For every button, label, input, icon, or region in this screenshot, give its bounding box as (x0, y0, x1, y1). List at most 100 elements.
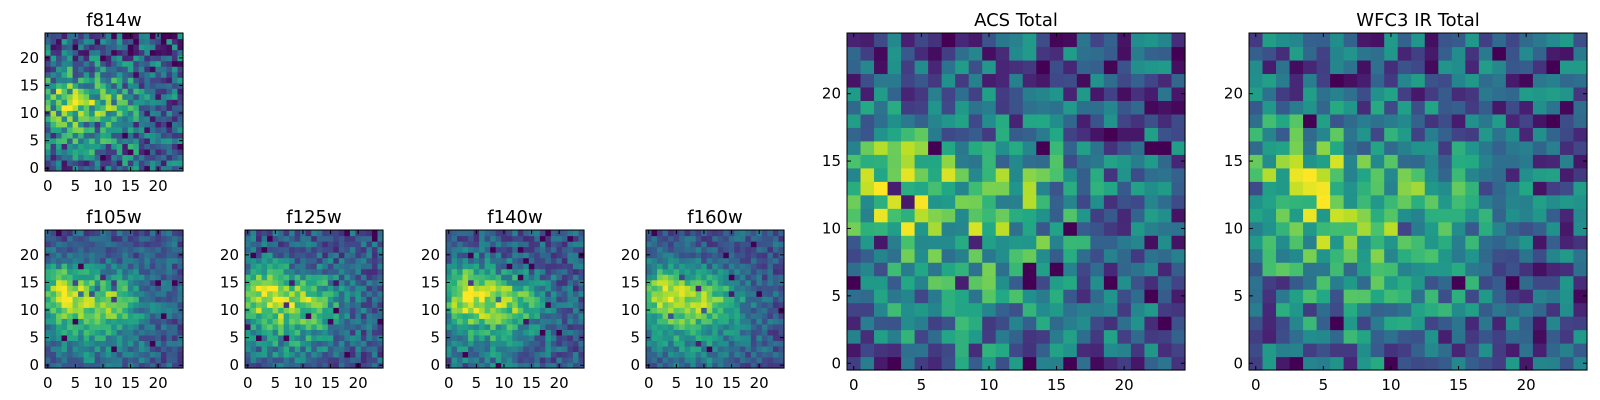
heatmap-cell (572, 340, 580, 347)
heatmap-cell (72, 44, 79, 51)
heatmap-cell (177, 351, 184, 358)
heatmap-cell (512, 279, 519, 286)
heatmap-cell (479, 263, 486, 270)
heatmap-cell (1343, 181, 1358, 196)
heatmap-cell (1063, 33, 1078, 48)
heatmap-cell (968, 194, 983, 209)
heatmap-cell (250, 318, 257, 325)
heatmap-cell (512, 345, 519, 353)
heatmap-cell (111, 318, 118, 325)
heatmap-cell (155, 301, 162, 308)
heatmap-cell (89, 115, 96, 122)
heatmap-cell (1559, 86, 1575, 101)
heatmap-cell (127, 334, 134, 341)
heatmap-cell (860, 302, 875, 317)
heatmap-cell (360, 285, 368, 292)
heatmap-cell (149, 60, 156, 67)
heatmap-cell (955, 275, 970, 290)
heatmap-cell (539, 329, 546, 336)
heatmap-cell (278, 235, 285, 242)
heatmap-cell (338, 329, 345, 336)
heatmap-cell (860, 262, 875, 277)
heatmap-cell (734, 312, 741, 319)
heatmap-cell (1492, 343, 1507, 358)
heatmap-cell (928, 302, 943, 317)
heatmap-cell (690, 307, 697, 314)
heatmap-cells-wfc3-ir-total (1249, 33, 1588, 371)
heatmap-cell (67, 285, 74, 292)
heatmap-cell (138, 274, 145, 281)
heatmap-cell (160, 159, 168, 167)
heatmap-cell (567, 351, 574, 358)
heatmap-cell (100, 351, 107, 358)
heatmap-cell (333, 301, 340, 308)
heatmap-cell (1289, 343, 1304, 358)
heatmap-cell (1249, 208, 1264, 223)
heatmap-cell (138, 159, 145, 167)
heatmap-cell (457, 241, 464, 248)
heatmap-cell (322, 290, 329, 297)
heatmap-cell (1276, 302, 1291, 317)
heatmap-cell (701, 340, 708, 347)
heatmap-cell (149, 66, 156, 73)
heatmap-cell (657, 340, 664, 347)
heatmap-cell (1438, 356, 1453, 371)
heatmap-cell (149, 230, 156, 237)
heatmap-cell (941, 181, 956, 196)
heatmap-cell (155, 137, 162, 144)
heatmap-cell (1478, 289, 1493, 304)
heatmap-cell (695, 362, 702, 369)
heatmap-cell (100, 159, 107, 167)
heatmap-cell (78, 323, 85, 330)
heatmap-cell (177, 77, 184, 84)
heatmap-cell (177, 241, 184, 248)
heatmap-cell (1357, 329, 1372, 344)
heatmap-cell (1130, 127, 1146, 142)
heatmap-cell (111, 77, 118, 84)
heatmap-cell (874, 113, 889, 128)
heatmap-cell (750, 263, 757, 270)
heatmap-cell (1049, 154, 1064, 169)
heatmap-cell (56, 154, 63, 161)
heatmap-cell (1370, 275, 1385, 290)
heatmap-cell (105, 99, 112, 106)
heatmap-cell (646, 340, 653, 347)
heatmap-cell (767, 351, 774, 358)
heatmap-cell (662, 301, 669, 308)
heatmap-cell (344, 296, 351, 303)
heatmap-cell (578, 268, 585, 275)
heatmap-cell (761, 301, 769, 308)
heatmap-cell (750, 340, 757, 347)
heatmap-cell (657, 279, 664, 286)
heatmap-cell (739, 252, 746, 259)
heatmap-cell (133, 290, 140, 297)
heatmap-cell (772, 318, 780, 325)
heatmap-cell (479, 274, 486, 281)
heatmap-cell (56, 38, 63, 45)
heatmap-cell (501, 241, 508, 248)
heatmap-cell (706, 323, 713, 330)
heatmap-cell (767, 257, 774, 264)
heatmap-cell (772, 345, 780, 353)
heatmap-cell (1289, 46, 1304, 61)
heatmap-cell (523, 290, 530, 297)
heatmap-cell (473, 356, 480, 364)
heatmap-cell (1022, 181, 1037, 196)
heatmap-cell (294, 323, 301, 330)
heatmap-cell (166, 44, 173, 51)
heatmap-cell (701, 312, 708, 319)
heatmap-cell (690, 235, 697, 242)
heatmap-cell (1076, 59, 1091, 75)
heatmap-cell (690, 230, 697, 237)
heatmap-cell (657, 318, 664, 325)
heatmap-cell (133, 274, 140, 281)
heatmap-cell (1076, 73, 1091, 88)
heatmap-cell (995, 46, 1010, 61)
heatmap-cell (166, 104, 173, 111)
heatmap-cell (338, 312, 345, 319)
heatmap-cell (539, 274, 546, 281)
heatmap-cell (1076, 343, 1091, 358)
heatmap-cell (355, 351, 362, 358)
heatmap-cell (160, 296, 168, 303)
